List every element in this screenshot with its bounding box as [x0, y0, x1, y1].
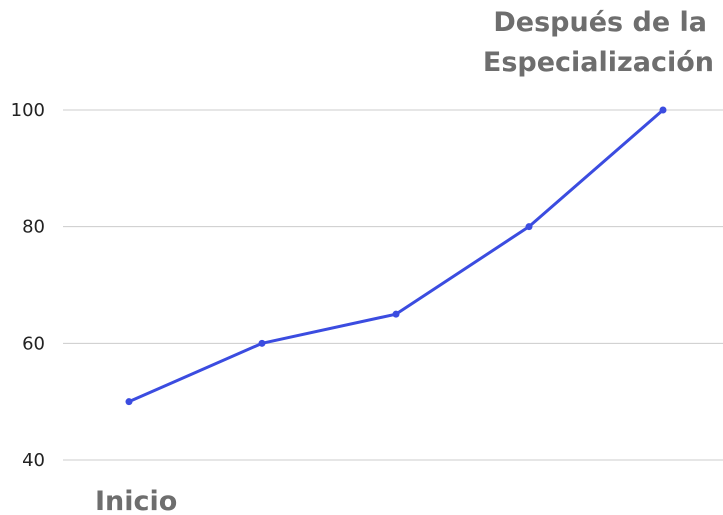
- series-group: [125, 106, 667, 406]
- y-tick-label: 40: [22, 450, 45, 471]
- annotation-end-line1: Después de la: [493, 7, 707, 38]
- grid-lines: [63, 109, 723, 461]
- y-axis-ticks: 40 60 80 100: [11, 100, 45, 471]
- series-line: [127, 108, 665, 404]
- annotation-start: Inicio: [95, 486, 177, 515]
- data-point-5: [659, 106, 667, 114]
- y-tick-label: 80: [22, 217, 45, 238]
- data-point-1: [125, 398, 133, 406]
- data-point-4: [525, 223, 533, 231]
- y-tick-label: 60: [22, 333, 45, 354]
- data-point-3: [392, 310, 400, 318]
- y-tick-label: 100: [11, 100, 45, 121]
- data-point-2: [258, 339, 266, 347]
- annotation-end-line2: Especialización: [483, 47, 714, 78]
